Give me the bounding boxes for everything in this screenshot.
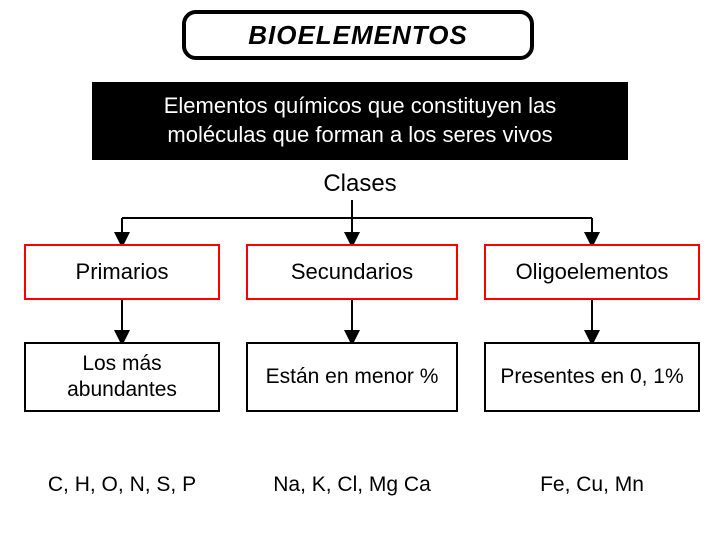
elements-text: Na, K, Cl, Mg Ca xyxy=(273,472,431,498)
category-primarios: Primarios xyxy=(24,244,220,300)
category-oligoelementos: Oligoelementos xyxy=(484,244,700,300)
description-text: Están en menor % xyxy=(266,364,439,390)
category-label: Secundarios xyxy=(291,259,413,285)
elements-primarios: C, H, O, N, S, P xyxy=(24,450,220,520)
elements-secundarios: Na, K, Cl, Mg Ca xyxy=(246,450,458,520)
elements-oligoelementos: Fe, Cu, Mn xyxy=(484,450,700,520)
description-text: Presentes en 0, 1% xyxy=(500,364,683,390)
description-text: Los más abundantes xyxy=(30,351,214,404)
description-secundarios: Están en menor % xyxy=(246,342,458,412)
description-oligoelementos: Presentes en 0, 1% xyxy=(484,342,700,412)
category-label: Oligoelementos xyxy=(516,259,669,285)
elements-text: C, H, O, N, S, P xyxy=(48,472,196,498)
category-secundarios: Secundarios xyxy=(246,244,458,300)
definition-text: Elementos químicos que constituyen las m… xyxy=(112,92,608,149)
title-box: BIOELEMENTOS xyxy=(182,10,534,60)
category-label: Primarios xyxy=(76,259,169,285)
elements-text: Fe, Cu, Mn xyxy=(540,472,644,498)
title-text: BIOELEMENTOS xyxy=(248,20,468,51)
clases-label: Clases xyxy=(0,170,720,198)
definition-box: Elementos químicos que constituyen las m… xyxy=(92,82,628,160)
clases-text: Clases xyxy=(323,170,396,197)
description-primarios: Los más abundantes xyxy=(24,342,220,412)
